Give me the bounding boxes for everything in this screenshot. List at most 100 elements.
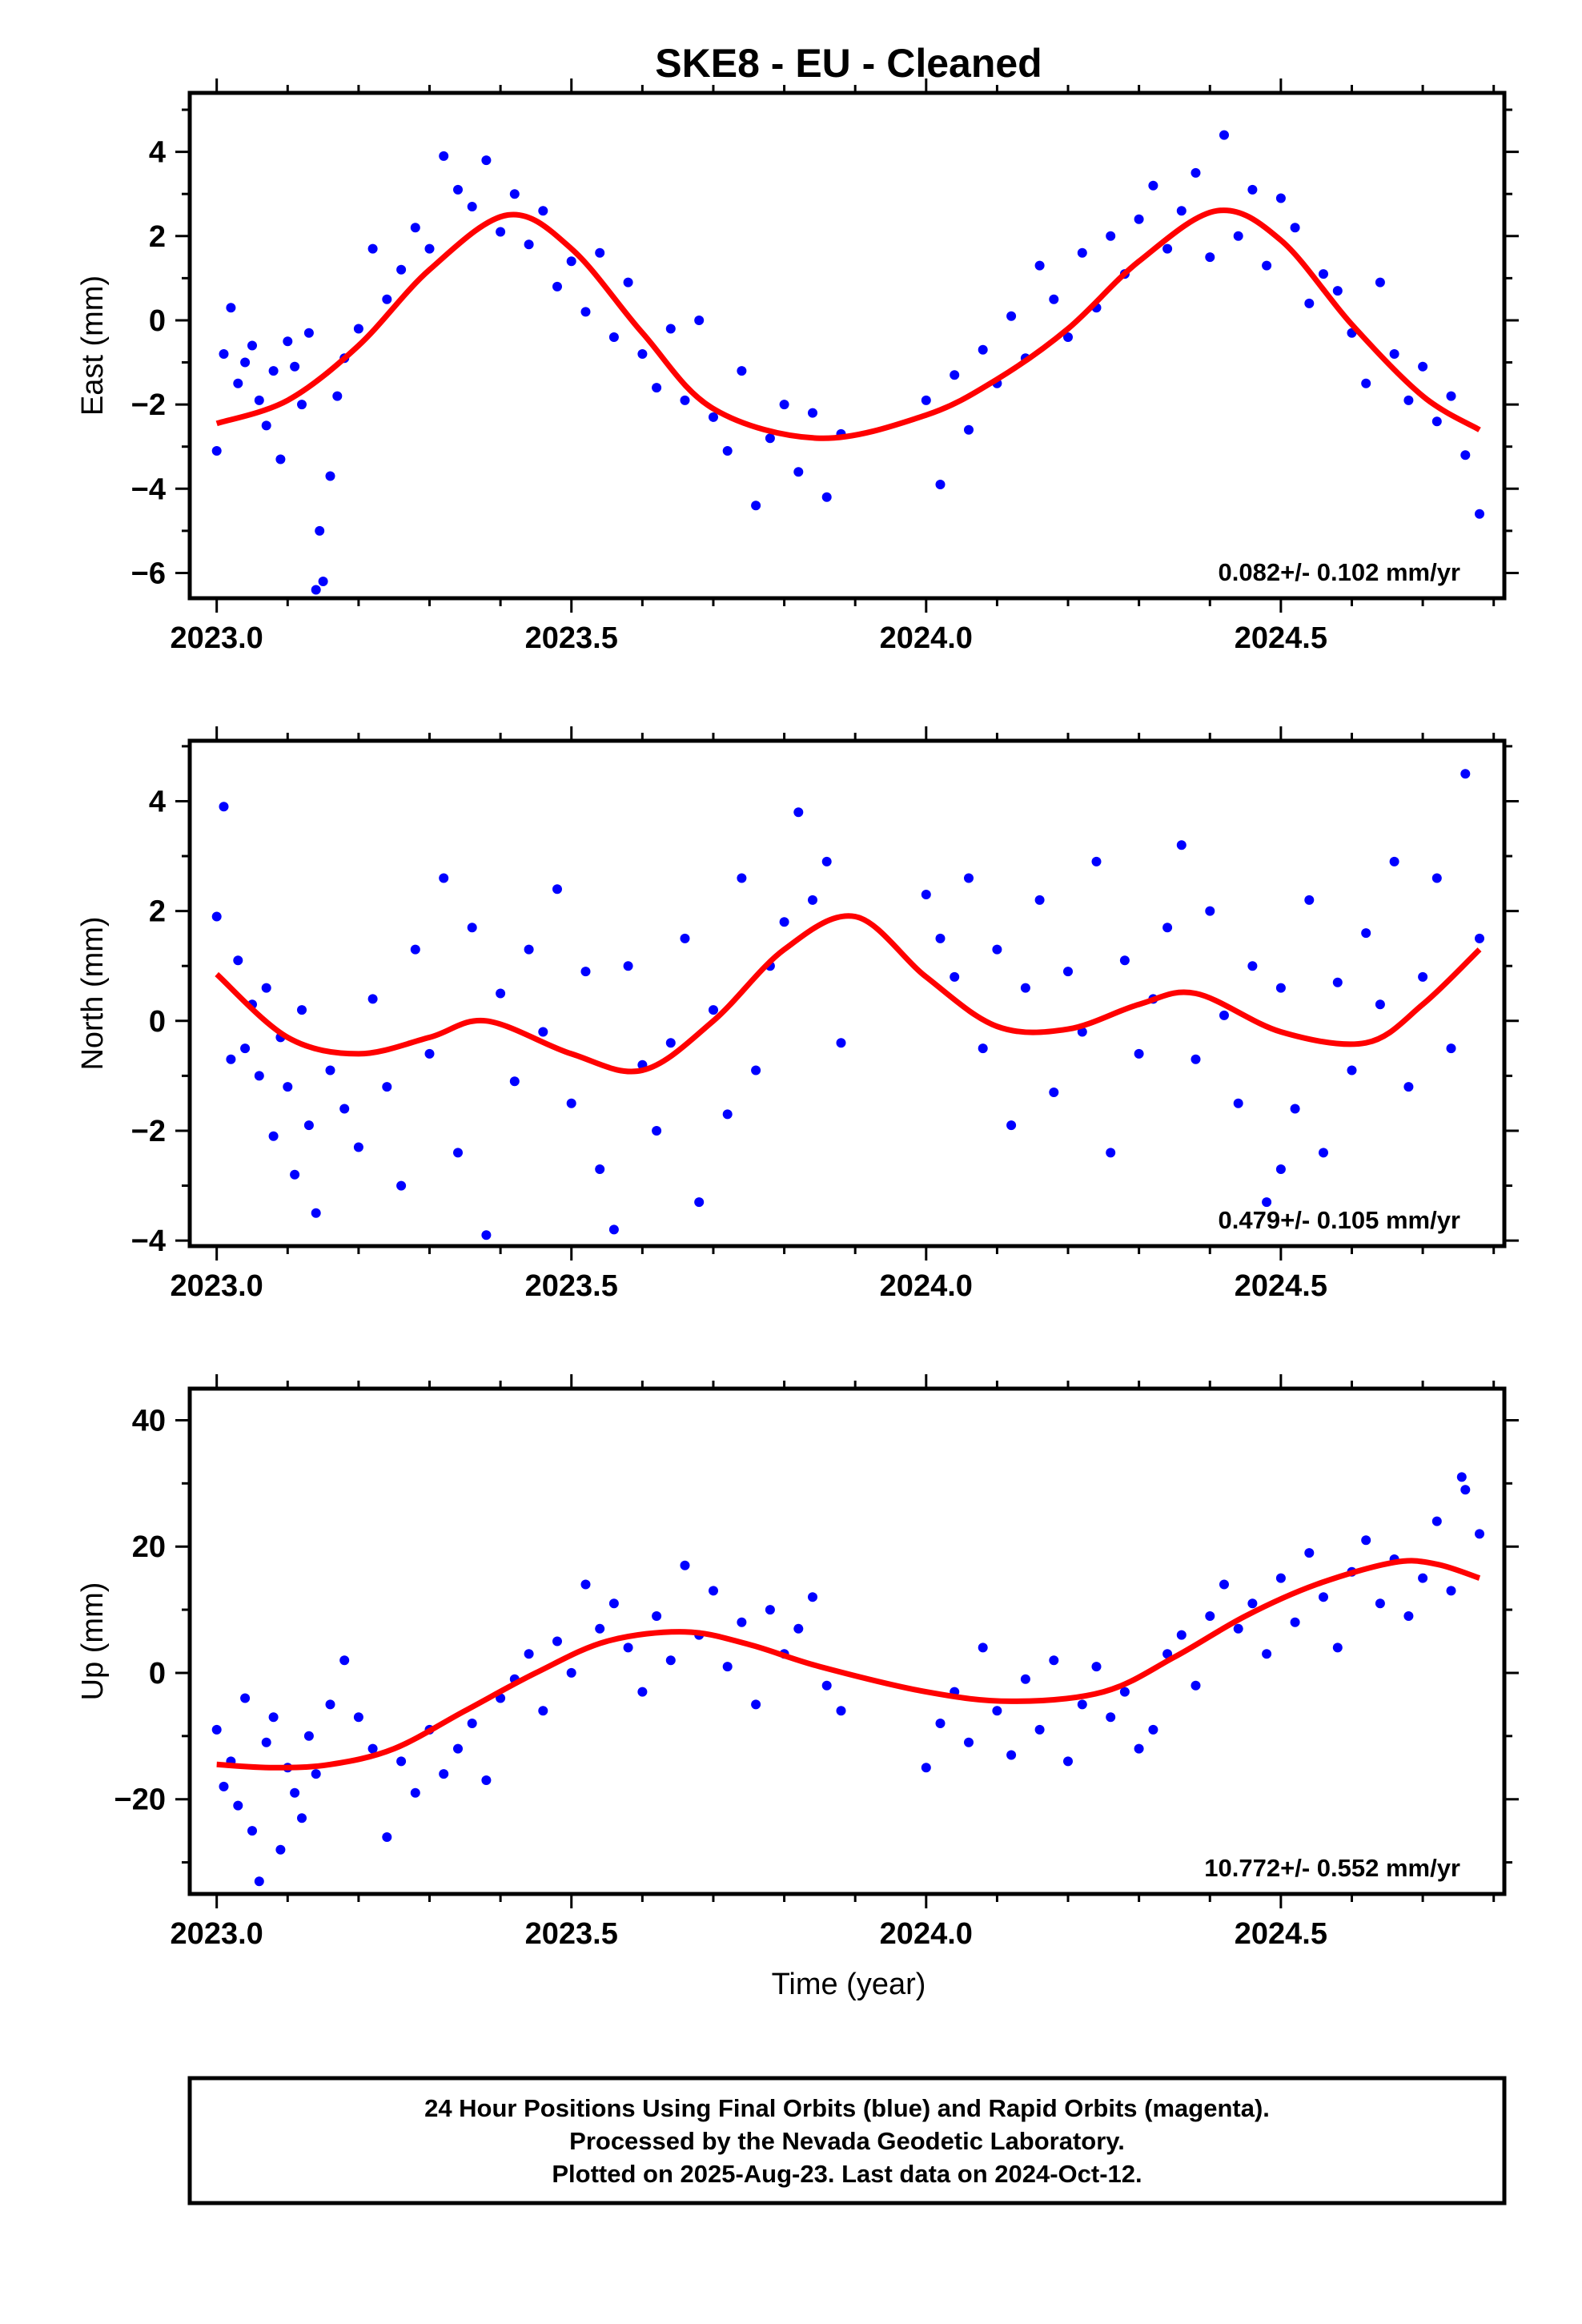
up-y-tick-label: 20	[132, 1530, 166, 1564]
north-data-point	[524, 944, 534, 955]
east-data-point	[233, 378, 243, 388]
east-data-point	[410, 223, 420, 233]
north-data-point	[950, 971, 960, 982]
north-data-point	[1162, 923, 1173, 933]
up-data-point	[1034, 1724, 1045, 1735]
up-data-point	[580, 1579, 591, 1590]
up-data-point	[524, 1649, 534, 1659]
east-data-point	[709, 412, 718, 422]
up-x-tick-label: 2024.0	[880, 1917, 973, 1951]
east-data-point	[261, 420, 271, 431]
up-data-point	[821, 1680, 832, 1691]
up-data-point	[353, 1712, 363, 1723]
up-data-point	[992, 1706, 1002, 1716]
north-x-tick-label: 2023.5	[525, 1269, 618, 1303]
up-data-point	[1375, 1598, 1385, 1609]
north-data-point	[410, 944, 420, 955]
north-frame	[187, 738, 1507, 1248]
north-data-point	[496, 988, 506, 999]
north-data-point	[1063, 967, 1073, 977]
north-data-point	[219, 802, 229, 812]
north-data-point	[1389, 856, 1399, 866]
east-data-point	[332, 391, 343, 401]
north-data-point	[1219, 1010, 1229, 1020]
north-data-point	[737, 873, 747, 883]
east-data-point	[779, 400, 789, 410]
east-data-point	[353, 324, 363, 334]
up-data-point	[1162, 1649, 1173, 1659]
north-data-point	[1020, 983, 1030, 993]
north-data-point	[303, 1120, 314, 1131]
east-data-point	[1006, 311, 1017, 321]
east-data-point	[751, 501, 761, 511]
up-rate-label: 10.772+/- 0.552 mm/yr	[1204, 1854, 1460, 1882]
north-data-point	[1431, 873, 1442, 883]
east-y-tick-label: 0	[149, 304, 166, 338]
north-data-point	[240, 1043, 251, 1054]
north-data-point	[226, 1054, 236, 1064]
up-data-point	[595, 1623, 605, 1634]
east-data-point	[1034, 260, 1045, 271]
north-data-point	[1119, 955, 1130, 966]
up-data-point	[1275, 1573, 1286, 1583]
north-data-point	[1247, 961, 1258, 971]
east-data-point	[566, 256, 576, 267]
up-x-tick-label: 2023.0	[171, 1917, 263, 1951]
north-y-tick-label: 4	[149, 785, 166, 818]
east-data-point	[1275, 193, 1286, 203]
north-data-point	[935, 933, 946, 943]
up-data-point	[709, 1586, 718, 1596]
north-data-point	[665, 1038, 676, 1048]
up-data-point	[240, 1693, 251, 1703]
east-data-point	[1247, 184, 1258, 195]
up-data-point	[652, 1611, 662, 1621]
east-points	[211, 130, 1484, 595]
up-data-point	[367, 1743, 378, 1754]
up-data-point	[1456, 1472, 1467, 1482]
up-data-point	[1361, 1535, 1371, 1546]
north-data-point	[538, 1027, 548, 1037]
east-data-point	[439, 151, 449, 161]
north-data-point	[509, 1076, 520, 1087]
footer-line-1: 24 Hour Positions Using Final Orbits (bl…	[424, 2094, 1270, 2122]
up-data-point	[935, 1719, 946, 1728]
north-data-point	[608, 1224, 619, 1235]
east-data-point	[283, 336, 293, 347]
east-x-tick-label: 2024.5	[1235, 621, 1327, 655]
north-data-point	[978, 1043, 988, 1054]
east-data-point	[1134, 214, 1144, 224]
east-data-point	[608, 332, 619, 342]
east-data-point	[211, 446, 222, 456]
up-model-curve	[216, 1558, 1481, 1771]
east-data-point	[637, 349, 648, 359]
east-data-point	[303, 328, 314, 338]
north-data-point	[595, 1164, 605, 1174]
up-data-point	[1418, 1573, 1428, 1583]
up-data-point	[1431, 1516, 1442, 1526]
east-y-tick-label: −6	[131, 557, 166, 590]
east-data-point	[1332, 286, 1343, 296]
east-data-point	[665, 324, 676, 334]
up-data-point	[737, 1617, 747, 1627]
east-data-point	[396, 264, 407, 275]
north-data-point	[779, 917, 789, 927]
east-data-point	[580, 307, 591, 317]
east-data-point	[808, 408, 817, 418]
east-data-point	[1475, 509, 1484, 519]
up-data-point	[836, 1706, 846, 1716]
up-data-point	[751, 1699, 761, 1710]
north-rate-label: 0.479+/- 0.105 mm/yr	[1219, 1206, 1460, 1234]
up-x-tick-label: 2024.5	[1235, 1917, 1327, 1951]
east-data-point	[1077, 247, 1087, 258]
north-data-point	[1403, 1082, 1414, 1092]
north-data-point	[709, 1005, 718, 1015]
north-data-point	[1361, 928, 1371, 939]
up-data-point	[1290, 1617, 1300, 1627]
east-data-point	[1304, 298, 1315, 308]
east-data-point	[1262, 260, 1272, 271]
up-data-point	[665, 1655, 676, 1666]
north-data-point	[836, 1038, 846, 1048]
footer-line-3: Plotted on 2025-Aug-23. Last data on 202…	[552, 2160, 1142, 2188]
east-data-point	[382, 294, 392, 304]
